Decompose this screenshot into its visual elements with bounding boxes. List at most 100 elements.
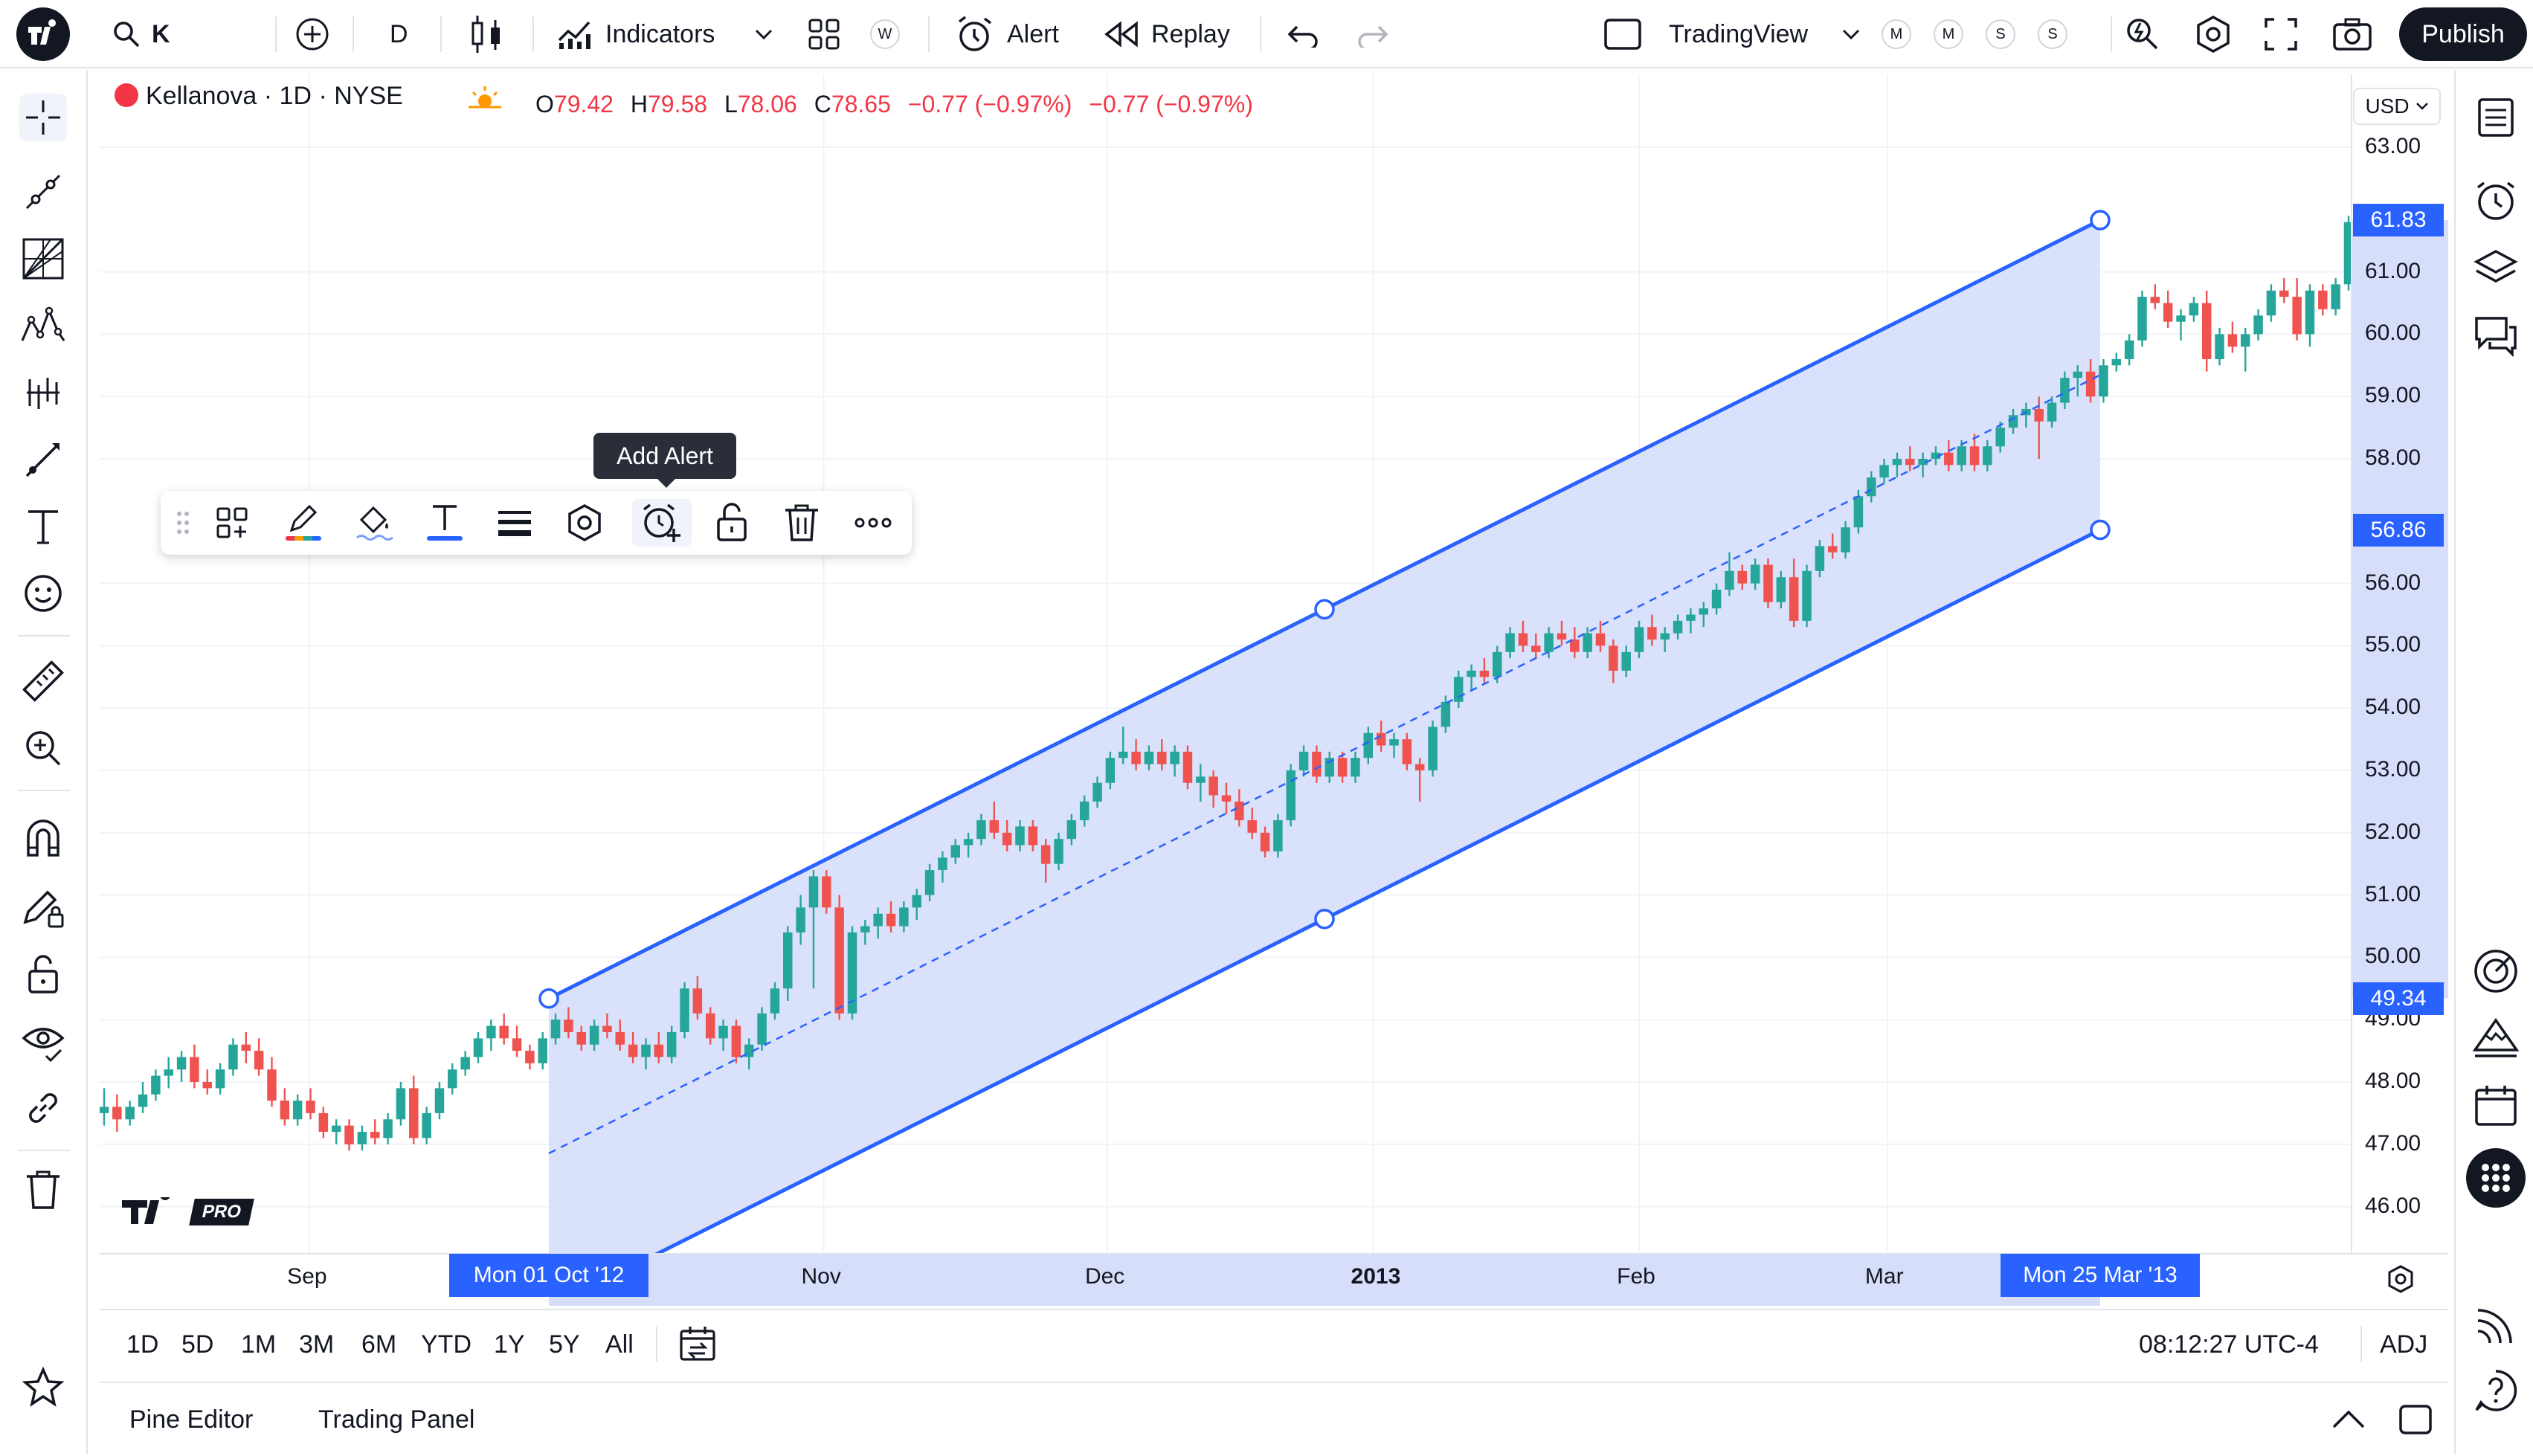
chats-button[interactable] <box>2472 312 2520 360</box>
range-button-all[interactable]: All <box>605 1330 634 1359</box>
layout-name-button[interactable]: TradingView <box>1669 0 1808 68</box>
favorites-tool[interactable] <box>19 1364 67 1411</box>
market-status-icon[interactable] <box>467 85 503 118</box>
settings-fb-button[interactable] <box>561 499 608 547</box>
currency-selector[interactable]: USD <box>2353 88 2441 125</box>
candle <box>796 895 805 945</box>
measure-tool[interactable] <box>19 657 67 705</box>
interval-button[interactable]: D <box>390 0 408 68</box>
candle <box>176 1051 187 1082</box>
maximize-panel-button[interactable] <box>2398 1383 2433 1456</box>
hotlists-button[interactable] <box>2472 947 2520 995</box>
remove-drawings-tool[interactable] <box>19 1166 67 1214</box>
emoji-tool[interactable] <box>19 570 67 617</box>
layout-badge-m1[interactable]: M <box>1882 19 1911 49</box>
layout-badge-s1[interactable]: S <box>1986 19 2015 49</box>
patterns-tool[interactable] <box>19 302 67 349</box>
zoom-in-icon <box>26 731 61 766</box>
lock-drawing-mode-tool[interactable] <box>19 883 67 931</box>
help-button[interactable] <box>2472 1367 2520 1414</box>
watchlist-button[interactable] <box>2472 94 2520 141</box>
link-tool[interactable] <box>19 1084 67 1132</box>
products-button[interactable] <box>2466 1148 2526 1208</box>
settings-button[interactable] <box>2194 0 2233 68</box>
tradingview-logo[interactable] <box>15 0 71 68</box>
range-button-5d[interactable]: 5D <box>181 1330 214 1359</box>
collapse-panel-button[interactable] <box>2331 1383 2366 1456</box>
channel-handle[interactable] <box>1314 909 1335 930</box>
layout-dropdown-button[interactable] <box>1841 0 1861 68</box>
candle <box>2150 284 2160 309</box>
redo-button[interactable] <box>1356 0 1389 68</box>
parallel-channel[interactable] <box>549 220 2100 1308</box>
chart-type-button[interactable] <box>469 0 504 68</box>
forecasting-tool[interactable] <box>19 369 67 416</box>
price-chart[interactable] <box>0 0 2454 1309</box>
indicators-button[interactable]: Indicators <box>556 0 715 68</box>
range-button-5y[interactable]: 5Y <box>549 1330 580 1359</box>
tab-trading-panel[interactable]: Trading Panel <box>318 1383 474 1456</box>
zoom-tool[interactable] <box>19 724 67 772</box>
compare-symbol-button[interactable] <box>295 0 330 68</box>
templates-button[interactable] <box>808 0 840 68</box>
text-color-button[interactable] <box>421 499 469 547</box>
screenshot-button[interactable] <box>2332 0 2372 68</box>
range-button-3m[interactable]: 3M <box>299 1330 335 1359</box>
line-color-button[interactable] <box>280 499 327 547</box>
alerts-panel-button[interactable] <box>2472 177 2520 225</box>
alarm-clock-icon <box>958 16 992 51</box>
channel-handle[interactable] <box>2090 210 2111 231</box>
range-button-6m[interactable]: 6M <box>361 1330 397 1359</box>
broadcast-icon <box>2477 1309 2512 1344</box>
lock-drawing-button[interactable] <box>708 499 756 547</box>
channel-handle[interactable] <box>1314 599 1335 620</box>
range-button-1y[interactable]: 1Y <box>494 1330 525 1359</box>
delete-drawing-button[interactable] <box>778 499 825 547</box>
brush-tool[interactable] <box>19 436 67 483</box>
hide-all-tool[interactable] <box>19 1017 67 1065</box>
trend-line-tool[interactable] <box>19 168 67 216</box>
candle <box>1518 620 1528 652</box>
undo-button[interactable] <box>1287 0 1319 68</box>
candle <box>718 1019 728 1051</box>
line-style-button[interactable] <box>491 499 538 547</box>
templates-fb-button[interactable] <box>208 499 256 547</box>
alert-button[interactable]: Alert <box>955 0 1059 68</box>
calendar-button[interactable] <box>2472 1081 2520 1129</box>
replay-button[interactable]: Replay <box>1104 0 1230 68</box>
template-badge[interactable]: W <box>870 19 900 49</box>
publish-button[interactable]: Publish <box>2399 7 2527 61</box>
object-tree-button[interactable] <box>2472 245 2520 293</box>
channel-handle[interactable] <box>2090 519 2111 541</box>
symbol-search-button[interactable]: K <box>112 0 170 68</box>
add-alert-button[interactable] <box>632 499 692 547</box>
more-options-button[interactable] <box>849 499 897 547</box>
lock-all-tool[interactable] <box>19 950 67 998</box>
indicators-dropdown-button[interactable] <box>754 0 773 68</box>
magnet-tool[interactable] <box>19 816 67 864</box>
range-button-1m[interactable]: 1M <box>241 1330 277 1359</box>
tab-pine-editor[interactable]: Pine Editor <box>129 1383 253 1456</box>
candle <box>2215 328 2224 366</box>
channel-handle[interactable] <box>538 988 559 1009</box>
layout-badge-m2[interactable]: M <box>1934 19 1963 49</box>
go-to-date-button[interactable] <box>678 1310 717 1379</box>
fib-tool[interactable] <box>19 235 67 283</box>
fill-color-button[interactable] <box>351 499 399 547</box>
layout-badge-s2[interactable]: S <box>2038 19 2067 49</box>
range-button-1d[interactable]: 1D <box>126 1330 159 1359</box>
fullscreen-button[interactable] <box>2264 0 2298 68</box>
text-icon <box>28 510 58 544</box>
quick-search-button[interactable] <box>2124 0 2161 68</box>
clock-display[interactable]: 08:12:27 UTC-4 <box>2139 1310 2319 1379</box>
range-button-ytd[interactable]: YTD <box>421 1330 471 1359</box>
layout-button[interactable] <box>1603 0 1642 68</box>
adjust-data-button[interactable]: ADJ <box>2380 1310 2427 1379</box>
stream-button[interactable] <box>2472 1300 2520 1347</box>
symbol-title[interactable]: Kellanova · 1D · NYSE <box>146 82 403 110</box>
text-tool[interactable] <box>19 503 67 550</box>
time-axis-settings-icon[interactable] <box>2386 1264 2415 1294</box>
crosshair-tool[interactable] <box>19 94 67 141</box>
ideas-button[interactable] <box>2472 1014 2520 1062</box>
drag-handle[interactable] <box>161 499 205 547</box>
